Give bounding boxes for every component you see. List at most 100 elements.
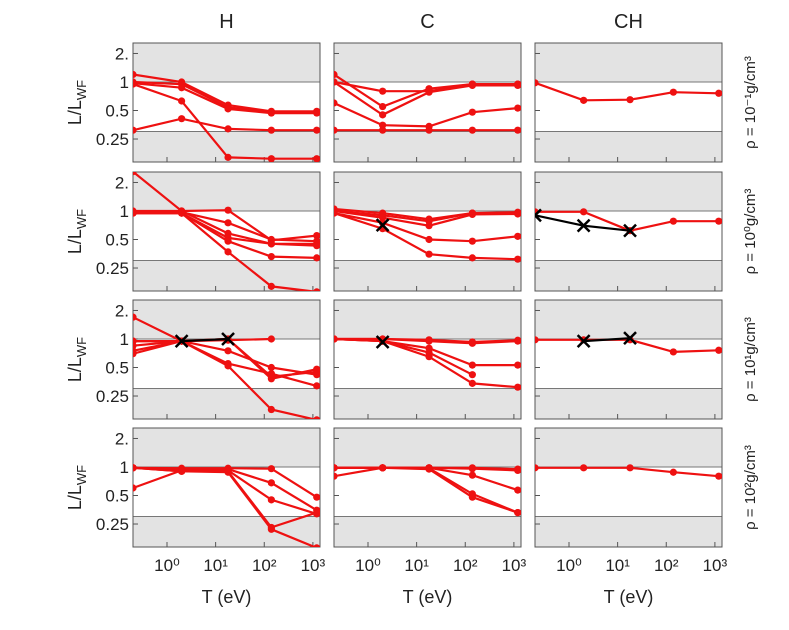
dot-marker: [267, 465, 275, 473]
cross-marker: [221, 332, 235, 346]
dot-marker: [379, 464, 387, 472]
y-tick-label: 1: [120, 458, 129, 477]
x-tick-label: 10³: [301, 556, 326, 575]
dot-marker: [468, 493, 476, 501]
shade-upper: [334, 428, 521, 467]
series: [133, 464, 320, 547]
panel-frame: [333, 299, 522, 420]
shade-upper: [334, 43, 521, 82]
dot-marker: [267, 282, 275, 290]
dot-marker: [379, 102, 387, 111]
dot-marker: [468, 361, 476, 369]
dot-marker: [313, 109, 320, 117]
shade-lower: [133, 260, 320, 291]
dot-marker: [468, 465, 476, 473]
shade-lower: [535, 260, 722, 291]
dot-marker: [468, 371, 476, 379]
x-tick-label: 10¹: [203, 556, 228, 575]
x-axis-label: T (eV): [403, 587, 453, 607]
dot-marker: [468, 237, 476, 245]
dot-marker: [379, 126, 387, 134]
dot-marker: [267, 525, 275, 533]
series: [334, 78, 521, 119]
dot-marker: [514, 486, 521, 494]
dot-marker: [580, 208, 588, 216]
dot-marker: [267, 126, 275, 134]
column-title: H: [219, 11, 233, 33]
cross-marker: [623, 331, 637, 346]
y-label-sub: WF: [74, 209, 89, 229]
y-tick-label: 2.: [115, 44, 129, 63]
y-label-main: L/L: [65, 485, 85, 510]
dot-marker: [425, 222, 433, 230]
dot-marker: [514, 337, 521, 345]
y-label-main: L/L: [65, 100, 85, 125]
series: [133, 209, 320, 291]
shade-lower: [334, 131, 521, 162]
dot-marker: [224, 219, 232, 227]
dot-marker: [267, 335, 275, 343]
dot-marker: [468, 379, 476, 387]
dot-marker: [133, 464, 137, 472]
dot-marker: [334, 70, 338, 79]
shade-upper: [334, 300, 521, 339]
shade-upper: [133, 172, 320, 211]
dot-marker: [133, 172, 137, 176]
y-label-sub: WF: [74, 80, 89, 100]
dot-marker: [267, 363, 275, 372]
dot-marker: [514, 210, 521, 218]
y-tick-label: 2.: [115, 301, 129, 320]
series-line: [334, 337, 518, 389]
series-line: [535, 81, 719, 102]
dot-marker: [313, 288, 320, 291]
dot-marker: [334, 472, 338, 480]
series: [133, 79, 320, 117]
dot-marker: [313, 371, 320, 379]
dot-marker: [224, 153, 232, 161]
series-line: [334, 101, 518, 128]
dot-marker: [224, 237, 232, 245]
dot-marker: [468, 108, 476, 116]
panel: ρ = 10⁰g/cm³: [534, 171, 759, 292]
dot-marker: [133, 70, 137, 79]
dot-marker: [313, 493, 320, 501]
shade-upper: [535, 43, 722, 82]
series: [535, 464, 722, 480]
x-axis-label: T (eV): [202, 587, 252, 607]
dot-marker: [535, 336, 539, 344]
row-label: ρ = 10¹g/cm³: [742, 317, 759, 402]
dot-marker: [468, 81, 476, 90]
series: [334, 207, 521, 230]
dot-marker: [669, 348, 677, 356]
series: [174, 332, 235, 348]
series: [375, 335, 390, 349]
panel: 0.25 0.5 1 2. 10⁰ 10¹ 10² 10³ L/LWF T (eV): [65, 427, 326, 607]
dot-marker: [379, 214, 387, 222]
shade-upper: [535, 300, 722, 339]
series: [576, 331, 637, 348]
y-tick-label: 2.: [115, 429, 129, 448]
x-tick-label: 10²: [453, 556, 478, 575]
x-tick-label: 10²: [654, 556, 679, 575]
panel: 0.25 0.5 1 2. L/LWF: [65, 299, 321, 420]
dot-marker: [224, 347, 232, 355]
series: [334, 99, 521, 130]
row-label: ρ = 10⁰g/cm³: [742, 189, 759, 275]
dot-marker: [224, 105, 232, 113]
series-line: [133, 469, 318, 515]
y-tick-label: 2.: [115, 173, 129, 192]
dot-marker: [514, 126, 521, 134]
dot-marker: [178, 84, 186, 92]
dot-marker: [178, 97, 186, 105]
x-tick-label: 10⁰: [355, 556, 381, 575]
y-tick-label: 0.25: [96, 259, 129, 278]
dot-marker: [267, 155, 275, 162]
series: [133, 115, 320, 134]
panel-frame: [534, 427, 723, 548]
dot-marker: [669, 217, 677, 225]
y-tick-label: 1: [120, 73, 129, 92]
dot-marker: [313, 242, 320, 250]
row-label: ρ = 10²g/cm³: [742, 445, 759, 530]
panel: 10⁰ 10¹ 10² 10³ T (eV): [333, 427, 527, 607]
cross-marker: [375, 335, 390, 349]
